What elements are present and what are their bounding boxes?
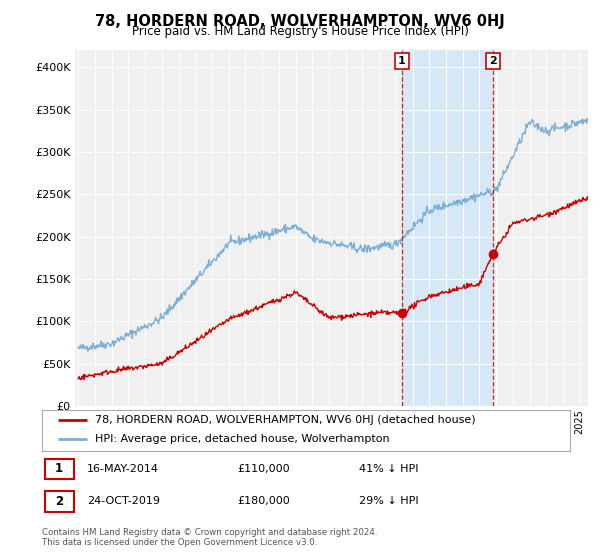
Bar bbox=[402, 50, 493, 406]
Text: £180,000: £180,000 bbox=[238, 496, 290, 506]
Text: 24-OCT-2019: 24-OCT-2019 bbox=[87, 496, 160, 506]
Text: 1: 1 bbox=[398, 56, 406, 66]
Text: £110,000: £110,000 bbox=[238, 464, 290, 474]
Text: 1: 1 bbox=[55, 463, 63, 475]
Text: 78, HORDERN ROAD, WOLVERHAMPTON, WV6 0HJ (detached house): 78, HORDERN ROAD, WOLVERHAMPTON, WV6 0HJ… bbox=[95, 415, 475, 425]
Text: 41% ↓ HPI: 41% ↓ HPI bbox=[359, 464, 418, 474]
FancyBboxPatch shape bbox=[44, 491, 74, 512]
Text: 29% ↓ HPI: 29% ↓ HPI bbox=[359, 496, 418, 506]
FancyBboxPatch shape bbox=[44, 459, 74, 479]
Text: HPI: Average price, detached house, Wolverhampton: HPI: Average price, detached house, Wolv… bbox=[95, 435, 389, 444]
Text: 16-MAY-2014: 16-MAY-2014 bbox=[87, 464, 159, 474]
Text: 2: 2 bbox=[55, 494, 63, 508]
Text: 78, HORDERN ROAD, WOLVERHAMPTON, WV6 0HJ: 78, HORDERN ROAD, WOLVERHAMPTON, WV6 0HJ bbox=[95, 14, 505, 29]
Text: Price paid vs. HM Land Registry's House Price Index (HPI): Price paid vs. HM Land Registry's House … bbox=[131, 25, 469, 38]
Text: Contains HM Land Registry data © Crown copyright and database right 2024.
This d: Contains HM Land Registry data © Crown c… bbox=[42, 528, 377, 547]
Text: 2: 2 bbox=[489, 56, 497, 66]
